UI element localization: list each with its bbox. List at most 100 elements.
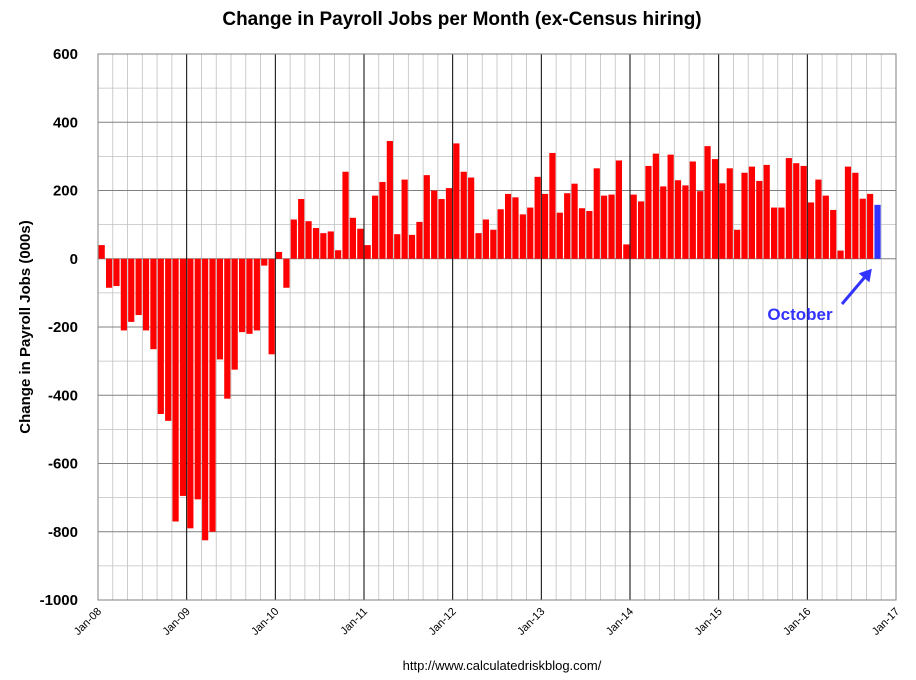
y-tick-label: 200 — [53, 183, 78, 200]
bar — [623, 244, 630, 259]
bar — [453, 143, 460, 259]
bar — [601, 195, 608, 259]
bar — [763, 164, 770, 259]
bar — [238, 258, 246, 333]
bar — [741, 172, 748, 259]
bar — [852, 172, 859, 259]
y-tick-label: 0 — [70, 251, 78, 268]
bar — [320, 233, 327, 259]
bar — [275, 251, 283, 259]
bar — [408, 234, 416, 259]
bar — [364, 245, 371, 259]
bar — [593, 168, 600, 259]
bar — [615, 160, 623, 259]
bar — [349, 217, 357, 259]
x-tick-label: Jan-13 — [515, 606, 547, 638]
bar — [578, 208, 586, 259]
bar — [564, 193, 571, 259]
bar — [748, 166, 756, 259]
bar — [157, 258, 164, 415]
x-tick-label: Jan-14 — [604, 606, 636, 638]
bar — [497, 209, 504, 259]
source-url: http://www.calculatedriskblog.com/ — [403, 658, 602, 673]
bar — [431, 190, 438, 259]
bar — [283, 258, 290, 288]
bar — [216, 258, 224, 360]
bar — [800, 165, 807, 259]
bar — [667, 154, 674, 259]
x-tick-label: Jan-15 — [693, 606, 725, 638]
bar — [187, 258, 194, 529]
bar — [711, 159, 719, 259]
y-tick-label: 600 — [53, 46, 78, 63]
bar — [342, 171, 349, 259]
bar — [179, 258, 187, 496]
bar — [504, 193, 512, 259]
bar — [394, 234, 401, 259]
plot-frame — [97, 53, 897, 601]
bar — [298, 199, 305, 259]
bar — [770, 207, 778, 259]
bar — [98, 245, 105, 259]
annotation-layer: October — [767, 268, 872, 324]
y-tick-label: 400 — [53, 114, 78, 131]
bar — [822, 195, 829, 259]
bar — [541, 193, 549, 259]
bar — [335, 250, 342, 259]
x-tick-label: Jan-16 — [781, 606, 813, 638]
bar — [867, 193, 874, 259]
bar — [165, 258, 172, 421]
bar — [859, 198, 866, 259]
bar — [371, 195, 379, 259]
bar — [534, 176, 541, 259]
bar — [357, 228, 364, 259]
bar — [113, 258, 120, 287]
bar — [379, 181, 386, 259]
bar — [231, 258, 238, 370]
bar — [490, 229, 497, 259]
bar — [438, 199, 445, 259]
highlight-bar — [874, 204, 881, 259]
y-tick-label: -400 — [48, 387, 78, 404]
bar — [150, 258, 157, 350]
bar — [571, 183, 578, 259]
bar — [268, 258, 275, 355]
bar — [172, 258, 179, 522]
grid-layer — [98, 53, 896, 601]
bar-layer — [98, 141, 881, 541]
bar — [135, 258, 142, 316]
bar — [416, 221, 423, 259]
x-tick-label: Jan-08 — [72, 606, 104, 638]
bar — [468, 177, 475, 259]
bar — [844, 166, 852, 259]
bar — [652, 153, 659, 259]
bar — [202, 258, 209, 541]
bar — [682, 185, 689, 259]
y-tick-label: -600 — [48, 456, 78, 473]
bar — [697, 191, 704, 259]
bar — [637, 201, 645, 259]
bar — [475, 233, 482, 259]
bar — [586, 210, 593, 259]
bar — [704, 146, 711, 259]
bar — [386, 141, 393, 259]
bar — [660, 186, 667, 259]
bar — [445, 188, 453, 259]
bar — [305, 221, 312, 259]
x-tick-label: Jan-09 — [161, 606, 193, 638]
bar — [423, 175, 430, 259]
bar — [645, 165, 652, 259]
bar — [519, 214, 526, 259]
bar — [837, 250, 844, 259]
bar — [224, 258, 231, 399]
bar — [793, 163, 800, 259]
bar — [734, 229, 741, 259]
chart-title: Change in Payroll Jobs per Month (ex-Cen… — [222, 9, 701, 30]
annotation-arrow-shaft — [840, 273, 868, 305]
bar — [253, 258, 260, 331]
bar — [128, 258, 135, 322]
annotation-label: October — [767, 305, 833, 324]
x-tick-label: Jan-12 — [427, 606, 459, 638]
bar — [312, 228, 320, 259]
